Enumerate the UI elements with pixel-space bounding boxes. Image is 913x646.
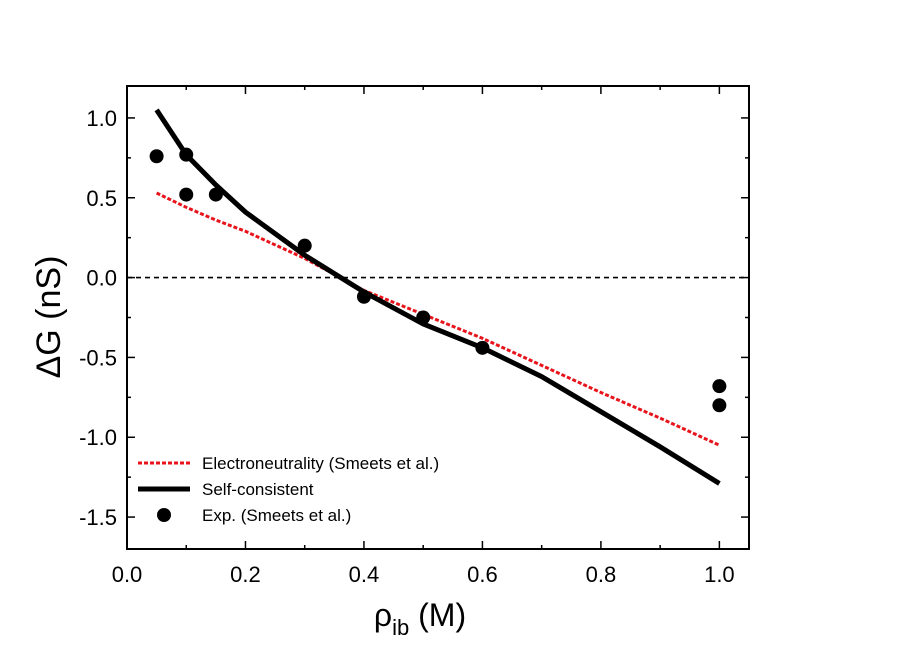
y-tick-label: 0.5 (86, 186, 117, 211)
y-tick-label: -1.5 (79, 505, 117, 530)
series-line-1 (154, 108, 721, 486)
data-point-4 (297, 238, 312, 253)
x-axis-label: ρib (M) (374, 597, 466, 640)
series-line-0 (155, 191, 721, 447)
x-tick-label: 0.8 (586, 562, 617, 587)
x-tick-label: 0.2 (230, 562, 261, 587)
x-tick-label: 0.4 (349, 562, 380, 587)
y-tick-label: 0.0 (86, 266, 117, 291)
y-tick-label: -0.5 (79, 345, 117, 370)
data-point-7 (475, 340, 490, 355)
data-point-6 (416, 310, 431, 325)
data-point-8 (712, 379, 727, 394)
legend-label-0: Electroneutrality (Smeets et al.) (202, 454, 439, 473)
x-tick-label: 0.6 (467, 562, 498, 587)
legend: Electroneutrality (Smeets et al.) Self-co… (138, 454, 439, 525)
legend-swatch-2 (157, 508, 171, 522)
axes: 0.0 0.2 0.4 0.6 0.8 1.0 1.0 0.5 0.0 -0.5 -1.0 -1.5 (79, 86, 749, 587)
data-point-1 (179, 147, 194, 162)
x-axis-label-unit: (M) (409, 597, 466, 633)
y-tick-label: 1.0 (86, 106, 117, 131)
x-tick-label: 0.0 (112, 562, 143, 587)
x-tick-label: 1.0 (704, 562, 735, 587)
data-point-3 (208, 187, 223, 202)
legend-label-1: Self-consistent (202, 480, 314, 499)
x-axis-label-subscript: ib (392, 615, 409, 640)
plot-area (127, 108, 749, 486)
y-axis-label: ΔG (nS) (30, 256, 68, 379)
x-axis-label-symbol: ρ (374, 597, 392, 633)
data-point-2 (179, 187, 194, 202)
data-point-5 (356, 289, 371, 304)
data-point-9 (712, 398, 727, 413)
legend-label-2: Exp. (Smeets et al.) (202, 506, 351, 525)
data-point-0 (149, 149, 164, 164)
y-tick-label: -1.0 (79, 425, 117, 450)
